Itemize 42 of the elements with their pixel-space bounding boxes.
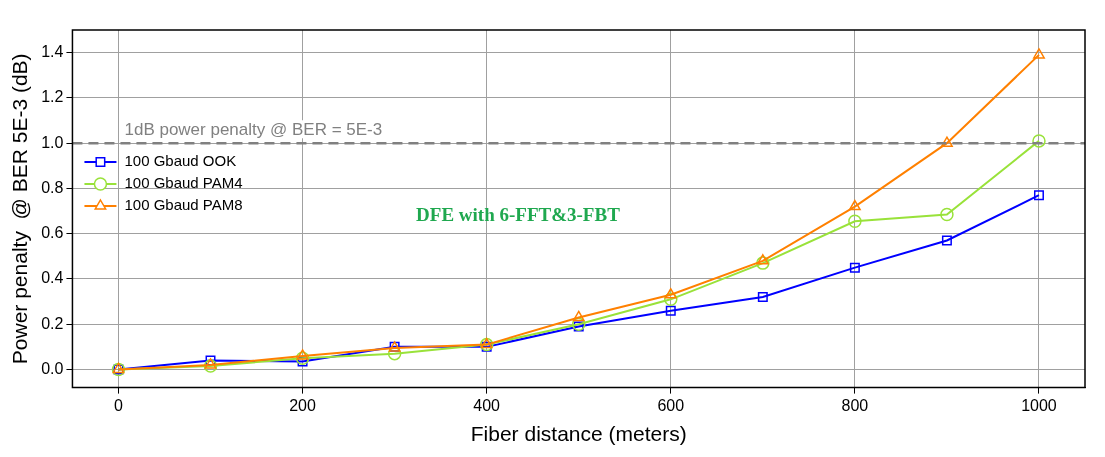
point bbox=[203, 359, 218, 373]
point bbox=[848, 214, 862, 228]
point bbox=[1032, 134, 1046, 148]
point bbox=[940, 136, 953, 147]
legend-label: 100 Gbaud OOK bbox=[124, 152, 237, 170]
point bbox=[296, 349, 309, 360]
x-tick-label: 400 bbox=[473, 396, 501, 414]
point bbox=[848, 199, 861, 211]
point bbox=[572, 310, 585, 322]
y-tick-label: 1.2 bbox=[41, 88, 64, 106]
y-tick-label: 1.0 bbox=[41, 133, 64, 151]
point bbox=[665, 305, 676, 316]
point bbox=[571, 317, 586, 331]
point bbox=[1033, 48, 1045, 59]
x-axis-title: Fiber distance (meters) bbox=[470, 422, 687, 446]
point bbox=[295, 351, 310, 365]
ref-line-label: 1dB power penalty @ BER = 5E-3 bbox=[124, 120, 383, 140]
point bbox=[664, 292, 678, 307]
point bbox=[849, 262, 860, 273]
x-tick-label: 1000 bbox=[1021, 396, 1057, 414]
point bbox=[941, 235, 952, 246]
point bbox=[756, 256, 770, 270]
y-tick-label: 0.4 bbox=[41, 269, 64, 287]
point bbox=[940, 207, 954, 222]
annotation: DFE with 6-FFT&3-FBT bbox=[416, 203, 621, 225]
y-tick-label: 1.4 bbox=[41, 43, 64, 61]
point bbox=[573, 321, 584, 332]
y-tick-label: 0.0 bbox=[41, 359, 64, 377]
x-tick-label: 600 bbox=[657, 396, 685, 414]
point bbox=[757, 292, 768, 303]
x-tick-label: 0 bbox=[114, 396, 124, 414]
legend-label: 100 Gbaud PAM4 bbox=[124, 174, 243, 192]
y-tick-label: 0.2 bbox=[41, 314, 64, 332]
point bbox=[664, 288, 677, 299]
x-tick-label: 800 bbox=[841, 396, 869, 414]
point bbox=[756, 254, 769, 265]
x-tick-label: 200 bbox=[289, 396, 317, 414]
legend-label: 100 Gbaud PAM8 bbox=[124, 196, 243, 214]
point bbox=[1033, 190, 1044, 201]
y-tick-label: 0.6 bbox=[41, 224, 64, 242]
y-axis-title: Power penalty @ BER 5E-3 (dB) bbox=[8, 53, 32, 365]
y-tick-label: 0.8 bbox=[41, 178, 64, 196]
